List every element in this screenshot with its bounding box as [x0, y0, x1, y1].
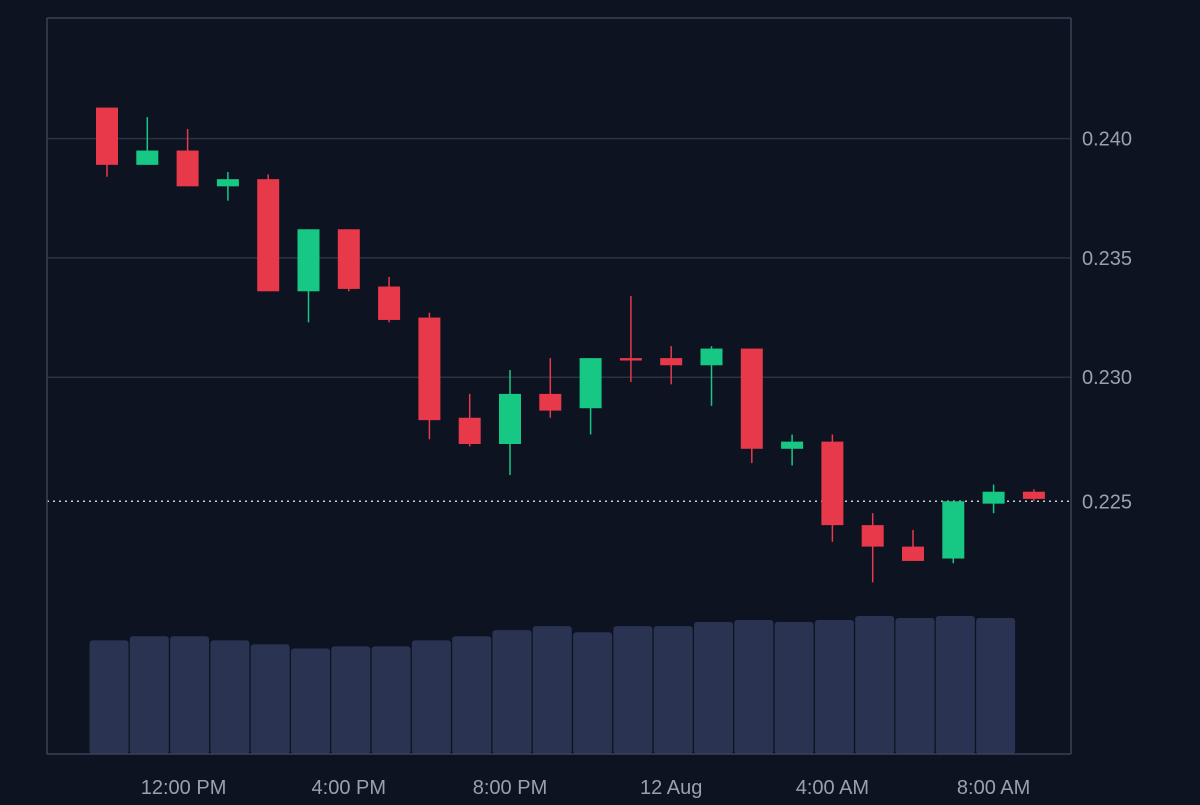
volume-bar — [532, 626, 572, 754]
candle-body — [337, 229, 360, 289]
volume-bar — [653, 626, 693, 754]
candle-body — [96, 107, 118, 165]
candle[interactable] — [982, 484, 1005, 514]
candle[interactable] — [781, 434, 804, 466]
candle-body — [660, 358, 683, 366]
candle-body — [1022, 491, 1045, 499]
price-axis: 0.240 0.235 0.230 0.225 — [1082, 129, 1132, 514]
candle[interactable] — [337, 229, 360, 292]
candle[interactable] — [700, 346, 723, 406]
candle[interactable] — [458, 393, 481, 447]
candle-body — [539, 393, 562, 411]
candle-body — [257, 179, 280, 292]
time-tick-label: 8:00 AM — [957, 777, 1030, 799]
candle[interactable] — [539, 358, 562, 418]
candle[interactable] — [660, 346, 683, 385]
candle[interactable] — [942, 501, 965, 564]
time-tick-label: 8:00 PM — [473, 777, 547, 799]
time-axis: 12:00 PM 4:00 PM 8:00 PM 12 Aug 4:00 AM 8:00 … — [141, 777, 1031, 799]
candle-body — [136, 150, 159, 165]
price-tick-label: 0.230 — [1082, 367, 1132, 389]
volume-bar — [371, 646, 411, 754]
candle[interactable] — [418, 312, 441, 440]
volume-bar — [694, 622, 733, 754]
candle-body — [378, 286, 401, 320]
volume-bar — [573, 632, 613, 754]
volume-bar — [492, 630, 532, 754]
candle[interactable] — [378, 276, 401, 323]
candle-body — [902, 546, 924, 561]
volume-bars — [89, 615, 1016, 754]
price-tick-label: 0.235 — [1082, 248, 1132, 270]
candle-body — [982, 491, 1005, 504]
price-tick-label: 0.240 — [1082, 129, 1132, 151]
candle[interactable] — [619, 296, 642, 382]
candle-body — [297, 229, 320, 292]
candle-body — [176, 150, 199, 187]
candle-body — [418, 317, 441, 421]
candle[interactable] — [902, 529, 924, 561]
price-gridlines — [47, 137, 1071, 378]
candle[interactable] — [740, 348, 763, 464]
volume-bar — [855, 615, 895, 754]
candle-body — [781, 441, 804, 449]
price-tick-label: 0.225 — [1082, 491, 1132, 513]
candle[interactable] — [821, 434, 844, 542]
volume-bar — [331, 646, 371, 754]
volume-bar — [935, 615, 975, 754]
volume-bar — [210, 640, 250, 754]
volume-bar — [170, 636, 210, 754]
candle[interactable] — [579, 358, 602, 435]
volume-bar — [89, 640, 129, 754]
volume-bar — [250, 644, 290, 754]
plot-frame — [46, 17, 1072, 755]
candle-body — [700, 348, 723, 366]
candle-body — [861, 525, 884, 547]
candle[interactable] — [216, 172, 239, 201]
volume-bar — [291, 648, 330, 754]
candle[interactable] — [861, 513, 884, 583]
volume-bar — [129, 636, 169, 754]
time-tick-label: 4:00 AM — [796, 777, 869, 799]
time-tick-label: 12:00 PM — [141, 777, 227, 799]
volume-bar — [895, 617, 935, 754]
candle-body — [579, 358, 602, 409]
candle[interactable] — [136, 117, 159, 165]
candle-body — [740, 348, 763, 449]
candle[interactable] — [176, 129, 199, 187]
candle-body — [458, 417, 481, 445]
volume-bar — [734, 620, 774, 754]
volume-bar — [774, 622, 814, 754]
candles — [96, 107, 1045, 583]
candle[interactable] — [96, 107, 118, 177]
time-tick-label: 12 Aug — [640, 777, 702, 799]
volume-bar — [452, 636, 492, 754]
volume-bar — [976, 617, 1016, 754]
candle-body — [619, 358, 642, 361]
volume-bar — [814, 620, 854, 754]
candle-body — [821, 441, 844, 526]
candle[interactable] — [297, 229, 320, 323]
candle[interactable] — [1022, 489, 1045, 502]
candle-body — [942, 501, 965, 559]
volume-bar — [411, 640, 451, 754]
candle[interactable] — [499, 370, 521, 476]
volume-bar — [613, 626, 653, 754]
candle-body — [499, 393, 521, 445]
time-tick-label: 4:00 PM — [312, 777, 386, 799]
candle[interactable] — [257, 174, 280, 292]
candle-body — [216, 179, 239, 187]
